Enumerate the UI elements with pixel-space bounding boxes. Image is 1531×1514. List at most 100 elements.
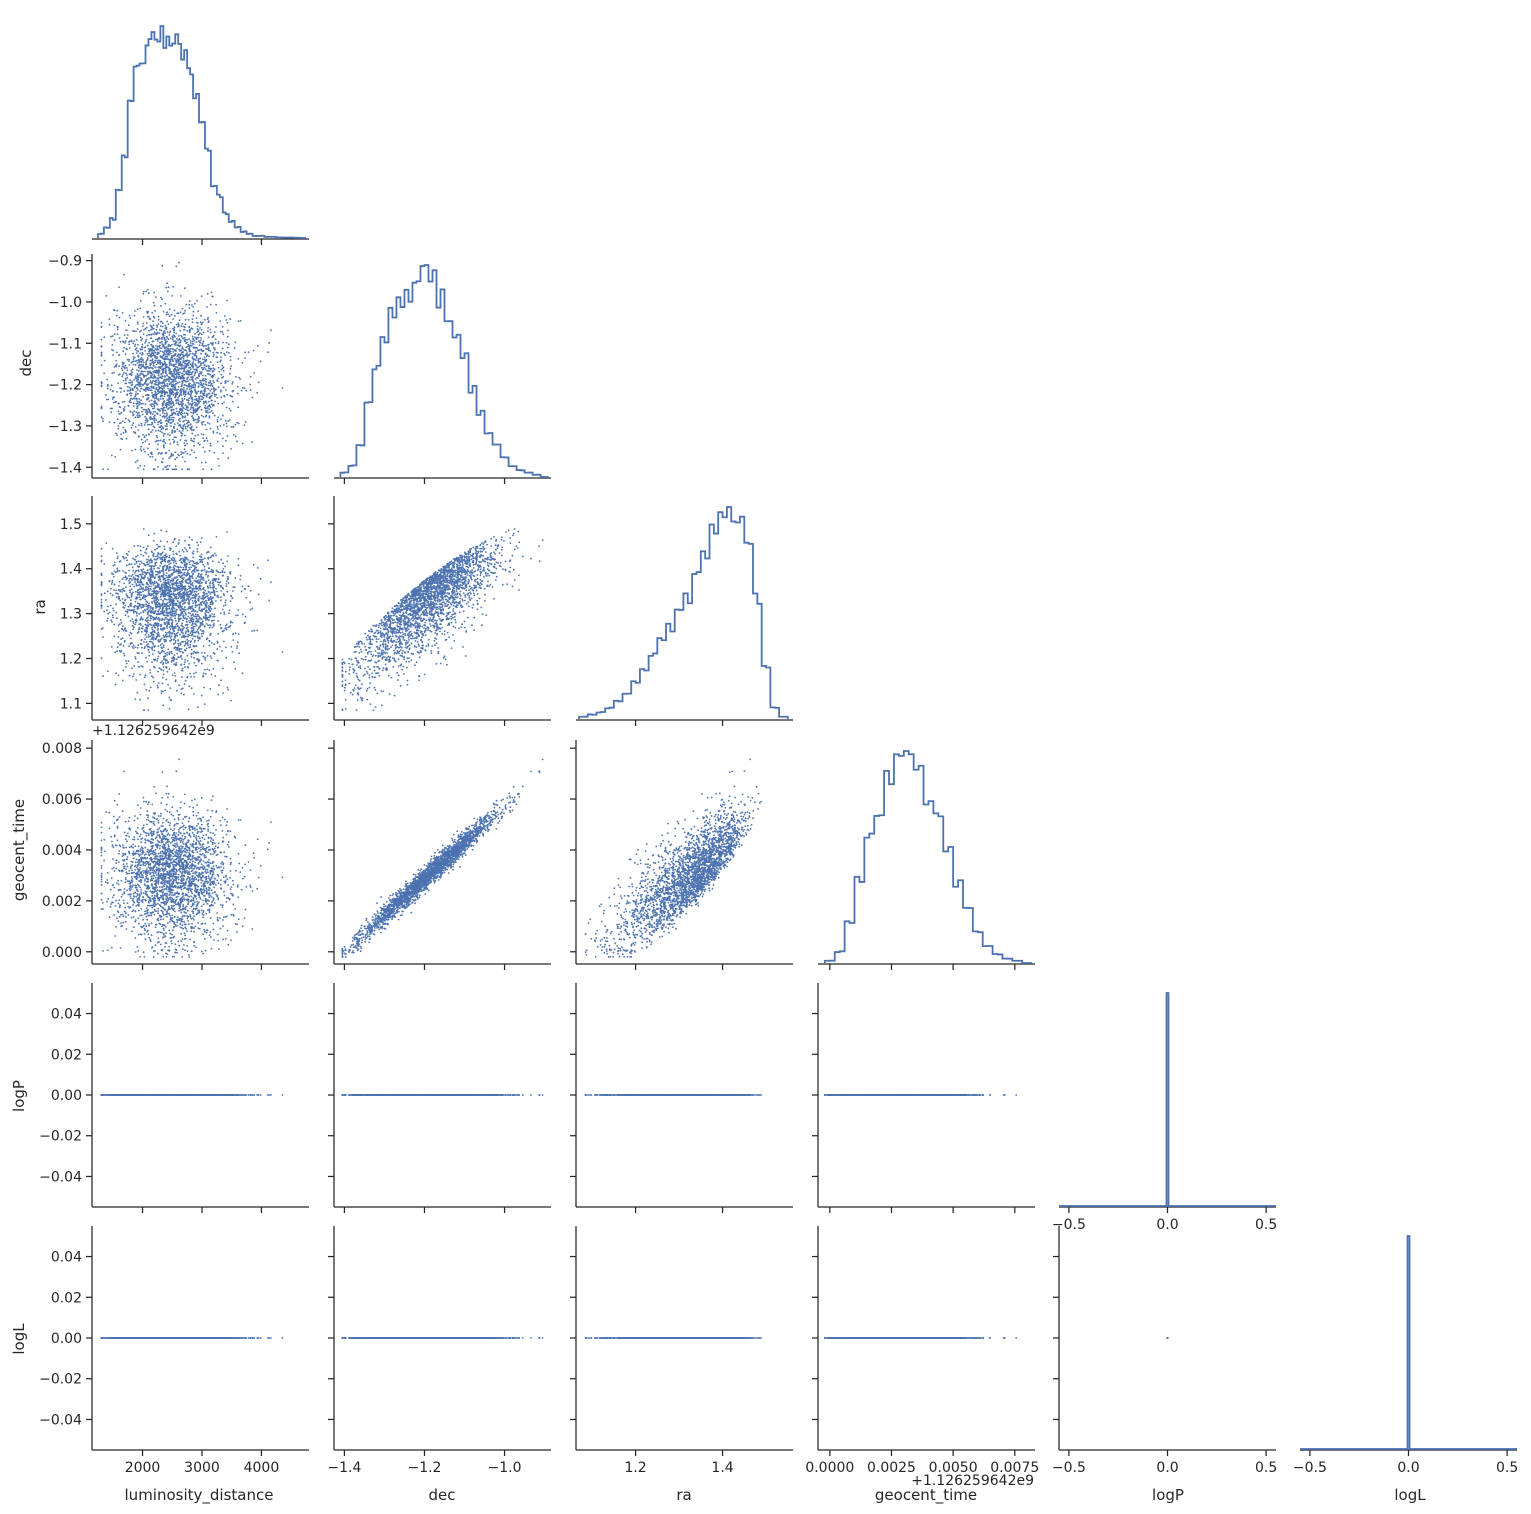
scatter-point [133, 402, 135, 404]
scatter-point [186, 365, 188, 367]
scatter-point [117, 333, 119, 335]
scatter-point [137, 389, 139, 391]
scatter-point [116, 310, 118, 312]
scatter-point [179, 430, 181, 432]
scatter-point [197, 403, 199, 405]
scatter-point [166, 311, 168, 313]
scatter-point [155, 459, 157, 461]
scatter-point [165, 442, 167, 444]
scatter-point [197, 434, 199, 436]
scatter-point [166, 417, 168, 419]
scatter-point [226, 322, 228, 324]
scatter-point [180, 403, 182, 405]
scatter-point [235, 376, 237, 378]
scatter-point [187, 430, 189, 432]
scatter-point [232, 401, 234, 403]
scatter-point [161, 428, 163, 430]
scatter-point [158, 323, 160, 325]
scatter-point [165, 429, 167, 431]
scatter-point [214, 415, 216, 417]
scatter-point [198, 373, 200, 375]
scatter-point [227, 380, 229, 382]
scatter-point [122, 341, 124, 343]
scatter-point [147, 373, 149, 375]
scatter-point [202, 424, 204, 426]
scatter-point [102, 418, 104, 420]
scatter-point [198, 442, 200, 444]
scatter-point [153, 333, 155, 335]
scatter-point [153, 411, 155, 413]
scatter-point [173, 440, 175, 442]
scatter-point [127, 359, 129, 361]
scatter-point [236, 440, 238, 442]
scatter-point [212, 405, 214, 407]
scatter-point [190, 412, 192, 414]
scatter-point [170, 353, 172, 355]
scatter-point [209, 443, 211, 445]
scatter-point [203, 416, 205, 418]
scatter-point [124, 421, 126, 423]
scatter-point [140, 385, 142, 387]
scatter-point [214, 401, 216, 403]
scatter-point [161, 374, 163, 376]
scatter-point [176, 375, 178, 377]
scatter-point [119, 423, 121, 425]
scatter-point [194, 303, 196, 305]
scatter-point [212, 336, 214, 338]
scatter-point [159, 361, 161, 363]
scatter-point [186, 304, 188, 306]
scatter-point [207, 327, 209, 329]
scatter-point [114, 339, 116, 341]
scatter-point [206, 402, 208, 404]
scatter-point [176, 428, 178, 430]
scatter-point [117, 418, 119, 420]
scatter-point [124, 342, 126, 344]
scatter-point [133, 358, 135, 360]
scatter-point [238, 423, 240, 425]
scatter-point [187, 420, 189, 422]
scatter-point [217, 458, 219, 460]
scatter-point [196, 357, 198, 359]
scatter-point [225, 440, 227, 442]
scatter-point [163, 447, 165, 449]
scatter-point [116, 364, 118, 366]
scatter-point [128, 343, 130, 345]
scatter-point [245, 421, 247, 423]
scatter-point [148, 292, 150, 294]
scatter-point [238, 320, 240, 322]
scatter-point [215, 338, 217, 340]
scatter-point [131, 450, 133, 452]
scatter-point [183, 387, 185, 389]
scatter-point [190, 388, 192, 390]
scatter-point [178, 415, 180, 417]
scatter-point [220, 352, 222, 354]
histogram-luminosity_distance [98, 26, 306, 238]
scatter-point [177, 392, 179, 394]
scatter-point [202, 342, 204, 344]
scatter-point [183, 358, 185, 360]
scatter-point [240, 320, 242, 322]
scatter-point [189, 379, 191, 381]
scatter-point [138, 398, 140, 400]
scatter-point [103, 372, 105, 374]
scatter-point [218, 367, 220, 369]
scatter-point [217, 421, 219, 423]
scatter-point [129, 347, 131, 349]
scatter-point [174, 386, 176, 388]
scatter-point [200, 401, 202, 403]
scatter-point [111, 384, 113, 386]
scatter-point [228, 343, 230, 345]
scatter-point [119, 406, 121, 408]
scatter-point [215, 326, 217, 328]
scatter-point [194, 336, 196, 338]
scatter-point [222, 438, 224, 440]
scatter-point [212, 392, 214, 394]
scatter-point [134, 398, 136, 400]
scatter-point [180, 340, 182, 342]
scatter-point [179, 420, 181, 422]
scatter-point [235, 341, 237, 343]
scatter-point [135, 411, 137, 413]
scatter-point [231, 426, 233, 428]
scatter-point [201, 362, 203, 364]
scatter-point [166, 282, 168, 284]
